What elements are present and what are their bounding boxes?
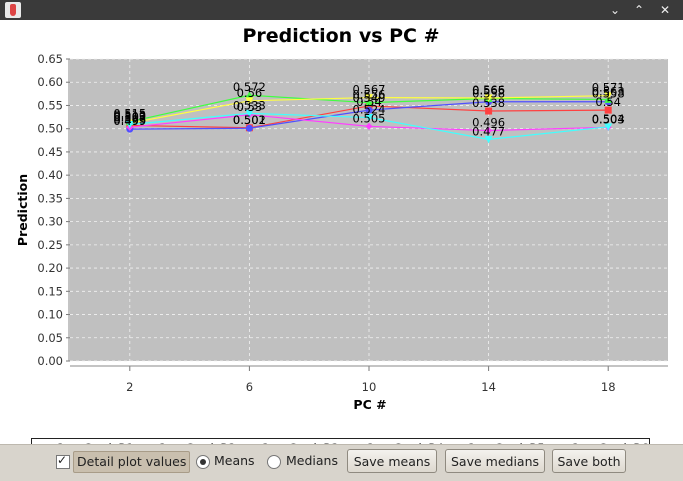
axes: 0.00 0.05 0.10 0.15 0.20 0.25 0.30 0.35 0.40 0.45… xyxy=(37,52,668,394)
x-tick-label: 6 xyxy=(246,380,253,394)
data-point xyxy=(485,107,493,115)
means-radio-label[interactable]: Means xyxy=(214,453,255,468)
maximize-button[interactable]: ⌃ xyxy=(633,3,645,17)
data-point xyxy=(604,106,612,114)
data-label: 0.533 xyxy=(233,98,266,112)
y-tick-label: 0.45 xyxy=(37,145,63,159)
close-button[interactable]: ✕ xyxy=(659,3,671,17)
data-label: 0.477 xyxy=(472,124,505,138)
data-point xyxy=(245,97,254,105)
data-label: 0.566 xyxy=(472,83,505,97)
data-label: 0.515 xyxy=(113,107,146,121)
data-label: 0.54 xyxy=(356,95,382,109)
data-label: 0.53 xyxy=(237,100,263,114)
y-tick-label: 0.50 xyxy=(37,122,63,136)
data-label: 0.567 xyxy=(353,83,386,97)
data-label: 0.503 xyxy=(592,112,625,126)
data-label: 0.556 xyxy=(353,88,386,102)
title-bar: ⌄ ⌃ ✕ xyxy=(0,0,683,20)
data-point xyxy=(604,123,613,131)
detail-plot-values-label[interactable]: Detail plot values xyxy=(73,451,191,473)
detail-plot-values-checkbox[interactable] xyxy=(56,453,70,469)
prediction-chart: Prediction vs PC # 0.000.050.100.150.200… xyxy=(15,25,668,412)
data-label: 0.499 xyxy=(113,114,146,128)
y-axis-label: Prediction xyxy=(15,174,30,246)
x-tick-label: 2 xyxy=(126,380,133,394)
y-tick-label: 0.35 xyxy=(37,191,63,205)
data-label: 0.54 xyxy=(595,95,621,109)
means-radio[interactable] xyxy=(196,455,210,469)
y-tick-label: 0.55 xyxy=(37,98,63,112)
data-label: 0.509 xyxy=(113,110,146,124)
data-point xyxy=(365,114,373,122)
medians-radio[interactable] xyxy=(267,455,281,469)
data-point xyxy=(604,92,613,100)
data-label: 0.538 xyxy=(472,96,505,110)
chart-panel: Prediction vs PC # 0.00 0.05 0.10 0.15 0.20 0… xyxy=(0,20,683,458)
save-means-button[interactable]: Save means xyxy=(347,449,437,473)
data-point xyxy=(245,91,254,99)
data-label: 0.571 xyxy=(592,81,625,95)
data-label: 0.496 xyxy=(472,116,505,130)
java-app-icon xyxy=(5,2,21,18)
data-label: 0.507 xyxy=(113,110,146,124)
data-label: 0.502 xyxy=(233,113,266,127)
data-label: 0.501 xyxy=(233,113,266,127)
data-point xyxy=(125,121,134,129)
y-tick-label: 0.20 xyxy=(37,261,63,275)
x-tick-label: 14 xyxy=(481,380,496,394)
y-tick-label: 0.25 xyxy=(37,238,63,252)
data-point xyxy=(365,122,373,130)
data-point xyxy=(365,94,373,102)
data-label: 0.56 xyxy=(237,86,263,100)
chart-title: Prediction vs PC # xyxy=(242,25,439,47)
data-point xyxy=(484,135,493,144)
save-medians-button[interactable]: Save medians xyxy=(445,449,545,473)
data-point xyxy=(245,124,253,132)
y-tick-label: 0.30 xyxy=(37,215,63,229)
y-tick-label: 0.05 xyxy=(37,331,63,345)
data-point xyxy=(365,106,373,114)
y-tick-label: 0.10 xyxy=(37,308,63,322)
minimize-button[interactable]: ⌄ xyxy=(609,3,621,17)
series-layer xyxy=(125,91,613,144)
medians-radio-label[interactable]: Medians xyxy=(286,453,338,468)
series-2grpGradyR4 xyxy=(125,92,613,128)
data-label: 0.505 xyxy=(353,111,386,125)
data-label: 0.504 xyxy=(592,112,625,126)
x-tick-label: 18 xyxy=(601,380,616,394)
y-tick-label: 0.00 xyxy=(37,354,63,368)
y-tick-label: 0.40 xyxy=(37,168,63,182)
data-label: 0.572 xyxy=(233,80,266,94)
y-tick-label: 0.65 xyxy=(37,52,63,66)
data-label: 0.558 xyxy=(592,87,625,101)
y-tick-label: 0.15 xyxy=(37,284,63,298)
data-point xyxy=(365,98,373,107)
data-point xyxy=(484,94,493,103)
data-label: 0.549 xyxy=(353,91,386,105)
data-label: 0.563 xyxy=(592,84,625,98)
data-point xyxy=(485,127,493,135)
y-tick-label: 0.60 xyxy=(37,75,63,89)
data-point xyxy=(245,109,254,118)
data-label: 0.512 xyxy=(113,108,146,122)
series-2grpGradyR6 xyxy=(125,109,613,144)
data-label: 0.565 xyxy=(472,83,505,97)
data-label: 0.558 xyxy=(472,87,505,101)
data-label: 0.524 xyxy=(353,103,386,117)
x-axis-label: PC # xyxy=(353,397,386,412)
x-tick-label: 10 xyxy=(362,380,377,394)
data-label: 0.503 xyxy=(113,112,146,126)
save-both-button[interactable]: Save both xyxy=(552,449,626,473)
controls-bar: Detail plot values Means Medians Save me… xyxy=(0,444,683,481)
